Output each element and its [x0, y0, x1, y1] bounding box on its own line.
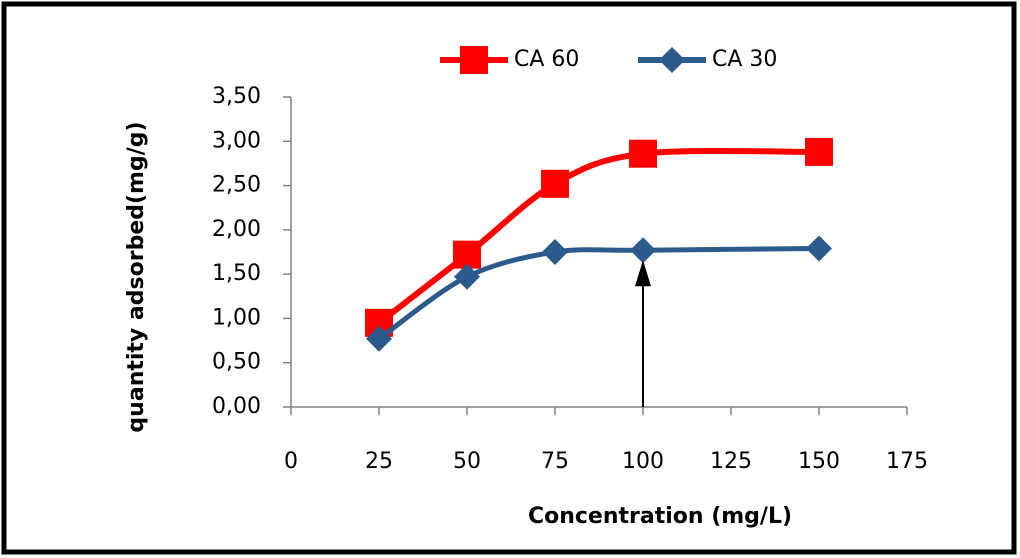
- arrow-head: [635, 260, 651, 287]
- y-tick-label: 3,00: [212, 128, 261, 153]
- legend-marker: [659, 47, 685, 73]
- x-tick-label: 25: [365, 449, 393, 474]
- x-tick-label: 50: [453, 449, 481, 474]
- x-tick-label: 100: [622, 449, 664, 474]
- y-tick-label: 2,50: [212, 173, 261, 198]
- data-point: [542, 239, 568, 265]
- data-point: [630, 237, 656, 264]
- y-tick-label: 0,00: [212, 394, 261, 419]
- legend-label: CA 30: [712, 47, 777, 72]
- x-axis-title: Concentration (mg/L): [528, 504, 792, 529]
- legend-marker: [460, 46, 488, 74]
- y-tick-label: 1,00: [212, 305, 261, 330]
- data-point: [541, 169, 569, 198]
- x-tick-label: 125: [710, 449, 752, 474]
- x-tick-label: 0: [284, 449, 298, 474]
- y-axis-title: quantity adsorbed(mg/g): [124, 121, 149, 432]
- legend-label: CA 60: [514, 47, 579, 72]
- y-tick-label: 2,00: [212, 217, 261, 242]
- y-tick-label: 3,50: [212, 84, 261, 109]
- y-tick-label: 0,50: [212, 350, 261, 375]
- data-point: [805, 137, 833, 166]
- x-tick-label: 75: [541, 449, 569, 474]
- data-point: [454, 263, 480, 290]
- x-tick-label: 150: [798, 449, 840, 474]
- y-tick-label: 1,50: [212, 261, 261, 286]
- data-point: [629, 139, 657, 168]
- x-tick-label: 175: [886, 449, 928, 474]
- data-point: [366, 325, 392, 352]
- data-point: [806, 235, 832, 262]
